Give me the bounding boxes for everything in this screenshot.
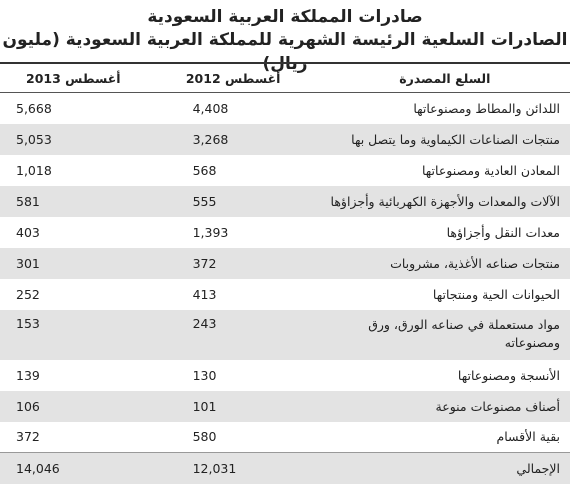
row-value-2013: 581 — [16, 193, 40, 209]
table-row: منتجات صناعه الأغذية، مشروبات 372 301 — [0, 247, 570, 279]
row-goods-name: منتجات صناعه الأغذية، مشروبات — [390, 255, 560, 271]
table-total-row: الإجمالي 12,031 14,046 — [0, 452, 570, 484]
row-value-2013: 139 — [16, 367, 40, 383]
row-value-2012: 568 — [192, 162, 217, 178]
row-goods-name: المعادن العادية ومصنوعاتها — [421, 162, 560, 178]
header-aug-2012: أغسطس 2012 — [146, 62, 320, 93]
total-value-2013: 14,046 — [16, 460, 60, 476]
row-value-2013: 153 — [16, 315, 40, 331]
row-value-2013: 5,668 — [16, 100, 52, 116]
row-value-2013: 403 — [16, 224, 40, 240]
row-value-2012: 101 — [192, 398, 217, 414]
row-value-2013: 1,018 — [16, 162, 52, 178]
table-row: المعادن العادية ومصنوعاتها 568 1,018 — [0, 155, 570, 186]
row-goods-name: بقية الأقسام — [496, 429, 560, 445]
row-value-2012: 1,393 — [192, 224, 229, 240]
row-value-2012: 555 — [192, 193, 217, 209]
table-row: بقية الأقسام 580 372 — [0, 422, 570, 453]
exports-table: السلع المصدرة أغسطس 2012 أغسطس 2013 اللد… — [0, 62, 570, 484]
row-goods-name: الأنسجة ومصنوعاتها — [457, 367, 560, 383]
row-value-2012: 372 — [192, 255, 217, 271]
total-value-2012: 12,031 — [192, 460, 237, 476]
row-goods-name: اللدائن والمطاط ومصنوعاتها — [413, 100, 560, 116]
page-title: صادرات المملكة العربية السعودية — [147, 7, 423, 27]
row-goods-name: مواد مستعملة في صناعه الورق، ورق ومصنوعا… — [368, 316, 560, 350]
header-goods: السلع المصدرة — [319, 62, 570, 93]
row-value-2013: 106 — [16, 398, 40, 414]
table-row: الحيوانات الحية ومنتجاتها 413 252 — [0, 279, 570, 310]
table-row: أصناف مصنوعات منوعة 101 106 — [0, 390, 570, 422]
row-goods-name: منتجات الصناعات الكيماوية وما يتصل بها — [351, 131, 560, 147]
row-value-2012: 413 — [192, 286, 217, 302]
table-header-row: السلع المصدرة أغسطس 2012 أغسطس 2013 — [0, 62, 570, 93]
table-row: منتجات الصناعات الكيماوية وما يتصل بها 3… — [0, 123, 570, 155]
row-value-2013: 301 — [16, 255, 40, 271]
table-row: معدات النقل وأجزاؤها 1,393 403 — [0, 217, 570, 248]
table-row: مواد مستعملة في صناعه الورق، ورق ومصنوعا… — [0, 309, 570, 360]
row-value-2012: 130 — [192, 367, 217, 383]
row-goods-name: الحيوانات الحية ومنتجاتها — [432, 286, 560, 302]
row-value-2013: 372 — [16, 429, 40, 445]
row-value-2012: 580 — [192, 429, 217, 445]
row-value-2013: 5,053 — [16, 131, 52, 147]
header-aug-2013: أغسطس 2013 — [0, 62, 147, 93]
row-value-2012: 4,408 — [192, 100, 229, 116]
table-row: الأنسجة ومصنوعاتها 130 139 — [0, 360, 570, 391]
row-goods-name: الآلات والمعدات والأجهزة الكهربائية وأجز… — [330, 193, 560, 209]
row-value-2012: 243 — [192, 315, 217, 331]
total-label: الإجمالي — [319, 452, 570, 484]
row-value-2013: 252 — [16, 286, 40, 302]
table-row: الآلات والمعدات والأجهزة الكهربائية وأجز… — [0, 185, 570, 217]
table-row: اللدائن والمطاط ومصنوعاتها 4,408 5,668 — [0, 93, 570, 124]
row-goods-name: معدات النقل وأجزاؤها — [446, 224, 560, 240]
row-goods-name: أصناف مصنوعات منوعة — [435, 398, 560, 414]
row-value-2012: 3,268 — [192, 131, 229, 147]
